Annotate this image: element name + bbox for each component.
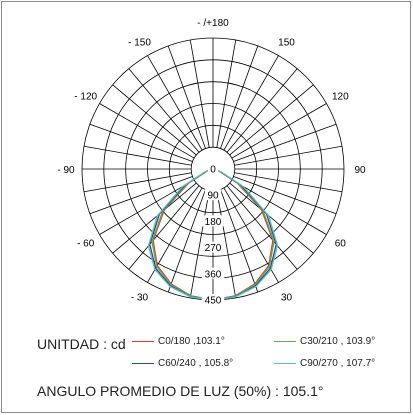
grid-spoke — [189, 190, 210, 299]
grid-spoke — [89, 176, 193, 215]
radial-tick-label: 180 — [205, 217, 222, 228]
grid-spoke — [216, 39, 237, 148]
angle-label: 90 — [354, 165, 366, 176]
grid-spoke — [229, 182, 314, 254]
grid-spoke — [216, 190, 237, 299]
grid-spoke — [223, 55, 279, 151]
unit-label: UNITDAD : cd — [37, 336, 126, 352]
angle-label: 60 — [335, 239, 347, 250]
radial-tick-bg — [201, 215, 225, 227]
angle-label: 120 — [332, 92, 349, 103]
legend-swatch-c60-240 — [132, 363, 154, 364]
grid-spoke — [229, 84, 314, 156]
radial-tick-label: 270 — [205, 243, 222, 254]
angle-label: 150 — [278, 38, 295, 49]
legend-item-c30-210: C30/210 , 103.9° — [274, 336, 375, 347]
angle-label: - 60 — [77, 239, 95, 250]
polar-grid — [81, 37, 345, 301]
radial-tick-label: 90 — [207, 191, 219, 202]
radial-tick-bg — [201, 294, 225, 305]
angle-label: - 150 — [128, 38, 151, 49]
grid-spoke — [99, 179, 195, 235]
legend-swatch-c0-180 — [132, 341, 154, 342]
polar-labels: 0 90 180 270 360 450 - /+180 - 150 150 - 120 120 - … — [57, 18, 366, 307]
grid-spoke — [112, 84, 197, 156]
grid-spoke — [147, 55, 203, 151]
radial-tick-bg — [201, 241, 225, 253]
angle-label: - /+180 — [197, 18, 229, 29]
grid-spoke — [220, 45, 259, 149]
grid-spoke — [128, 185, 200, 270]
radial-tick-bg — [201, 267, 225, 279]
radial-tick-label: 450 — [205, 296, 222, 307]
angle-label: 30 — [281, 292, 293, 303]
radial-tick-label: 360 — [205, 269, 222, 280]
grid-spoke — [234, 145, 343, 166]
angle-label: - 30 — [131, 292, 149, 303]
legend-item-c90-270: C90/270 , 107.7° — [274, 358, 375, 369]
grid-spoke — [167, 189, 206, 293]
legend-swatch-c90-270 — [274, 363, 296, 364]
legend-label-c60-240: C60/240 , 105.8° — [158, 358, 234, 369]
grid-spoke — [220, 189, 259, 293]
radial-tick-bg — [204, 189, 222, 201]
grid-spoke — [233, 176, 337, 215]
grid-spoke — [128, 68, 200, 153]
grid-spoke — [234, 172, 343, 193]
grid-spoke — [99, 103, 195, 159]
angle-label: - 90 — [57, 165, 75, 176]
grid-spoke — [83, 172, 192, 193]
legend-swatch-c30-210 — [274, 341, 296, 342]
grid-spoke — [226, 68, 298, 153]
angle-label: - 120 — [74, 92, 97, 103]
average-angle-summary: ANGULO PROMEDIO DE LUZ (50%) : 105.1° — [37, 383, 324, 399]
legend-label-c90-270: C90/270 , 107.7° — [300, 358, 376, 369]
grid-spoke — [231, 179, 327, 235]
grid-spoke — [112, 182, 197, 254]
grid-spoke — [89, 123, 193, 162]
radial-tick-label: 0 — [210, 165, 216, 176]
legend-item-c60-240: C60/240 , 105.8° — [132, 358, 233, 369]
legend-label-c30-210: C30/210 , 103.9° — [300, 336, 376, 347]
grid-spoke — [83, 145, 192, 166]
grid-spoke — [231, 103, 327, 159]
legend-item-c0-180: C0/180 ,103.1° — [132, 336, 225, 347]
legend-label-c0-180: C0/180 ,103.1° — [158, 336, 225, 347]
grid-spoke — [233, 123, 337, 162]
grid-spoke — [189, 39, 210, 148]
grid-spoke — [167, 45, 206, 149]
grid-spoke — [226, 185, 298, 270]
radial-tick-bg — [207, 163, 219, 174]
